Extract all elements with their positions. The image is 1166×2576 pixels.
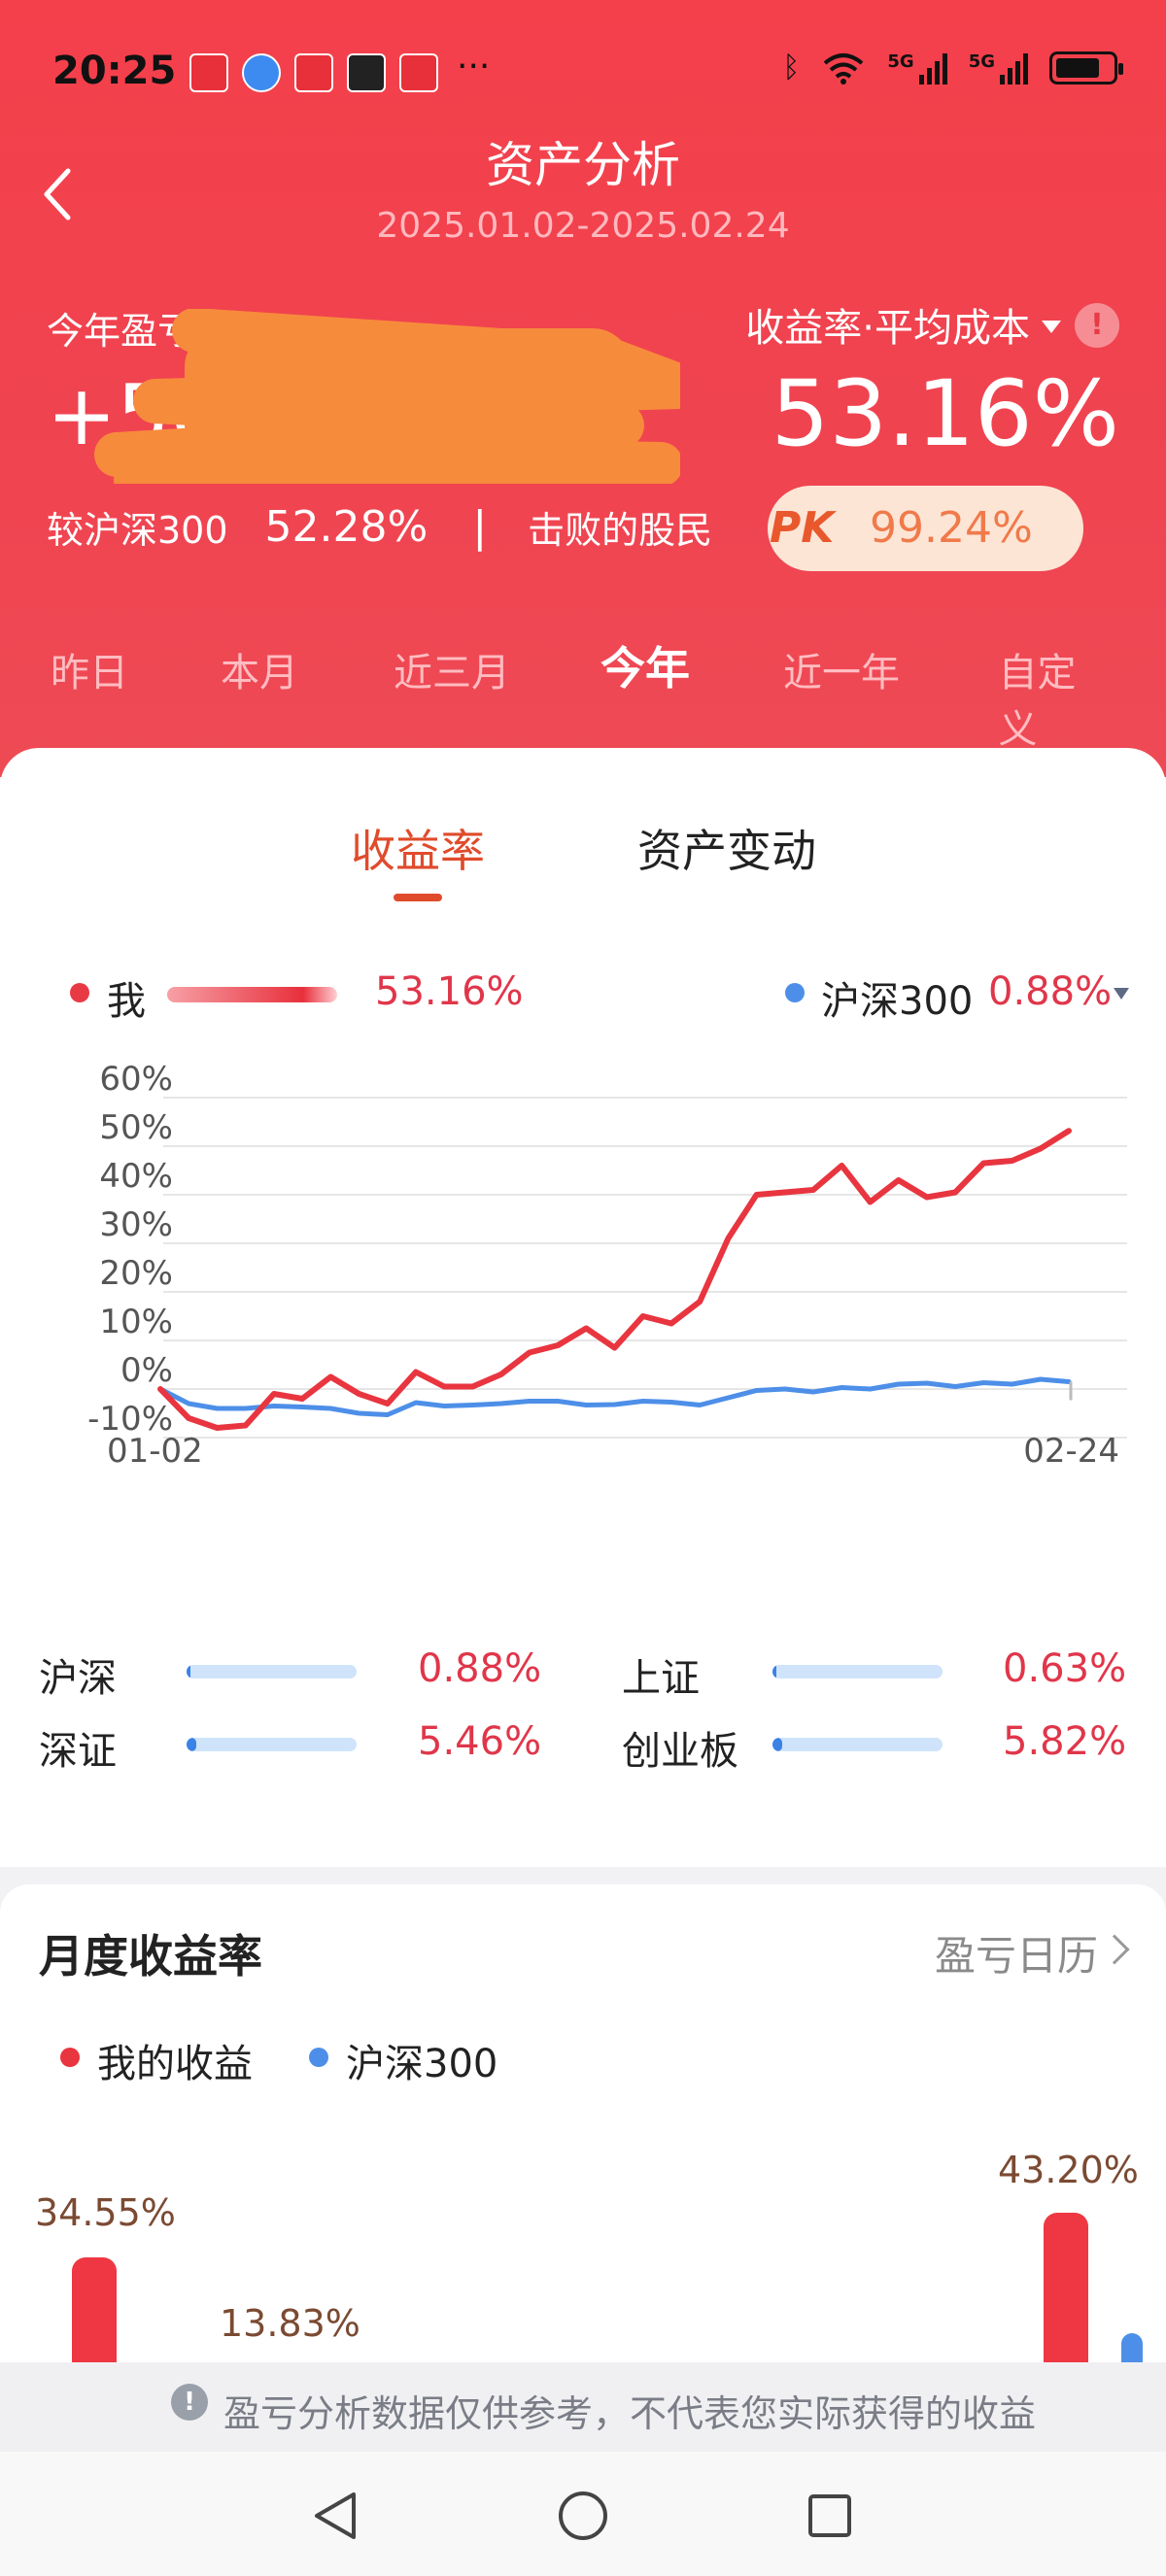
monthly-title: 月度收益率 (39, 1930, 262, 1983)
app-notification-icon (189, 53, 228, 92)
vs-index-label: 较沪深300 (47, 509, 228, 552)
beat-percentile-value: 99.24% (870, 503, 1033, 553)
info-icon: ! (171, 2384, 208, 2421)
back-arrow-icon[interactable] (39, 165, 78, 223)
battery-icon (1049, 51, 1123, 85)
index-label-sh: 上证 (622, 1656, 700, 1701)
return-rate-value: 53.16% (771, 361, 1119, 467)
nav-home-icon[interactable] (554, 2487, 612, 2545)
signal-icon: 5G (887, 51, 947, 85)
range-tab-one-year[interactable]: 近一年 (783, 651, 900, 695)
monthly-bar[interactable] (1044, 2213, 1088, 2370)
pk-badge-icon: PK (770, 503, 835, 553)
monthly-return-card: 月度收益率 盈亏日历 我的收益 沪深300 34.55% 13.83% 43.2… (0, 1884, 1166, 2370)
legend-me-label: 我 (107, 979, 146, 1024)
legend-index-label[interactable]: 沪深300 (821, 979, 974, 1024)
info-icon[interactable]: ! (1075, 303, 1119, 348)
index-bar-fill (772, 1738, 783, 1751)
nav-back-icon[interactable] (307, 2487, 365, 2545)
y-tick-label: 20% (99, 1254, 173, 1293)
system-nav-bar (0, 2452, 1166, 2576)
pnl-calendar-link[interactable]: 盈亏日历 (934, 1932, 1098, 1980)
range-tab-this-month[interactable]: 本月 (221, 651, 298, 695)
tab-asset-change[interactable]: 资产变动 (637, 825, 816, 877)
index-value-sz: 5.46% (418, 1719, 542, 1764)
chevron-right-icon[interactable] (1099, 1934, 1130, 1965)
date-range: 2025.01.02-2025.02.24 (376, 206, 790, 246)
vs-index-value: 52.28% (264, 502, 429, 552)
range-tab-custom[interactable]: 自定义 (998, 651, 1077, 752)
more-notifications-icon: ··· (457, 47, 491, 86)
legend-my-return: 我的收益 (97, 2042, 253, 2086)
index-select-arrow-icon[interactable] (1114, 988, 1129, 1000)
y-tick-label: 60% (99, 1060, 173, 1099)
legend-index-dot (309, 2048, 328, 2067)
legend-index-value[interactable]: 0.88% (988, 969, 1113, 1014)
separator: | (472, 502, 488, 552)
x-tick-label: 02-24 (1023, 1432, 1119, 1467)
index-label-cyb: 创业板 (622, 1729, 738, 1774)
status-bar: 20:25 ··· ᛒ 5G 5G (0, 0, 1166, 146)
signal-icon: 5G (969, 51, 1028, 85)
wifi-icon (824, 52, 864, 85)
legend-me-bar (167, 987, 337, 1002)
y-tick-label: 30% (99, 1205, 173, 1244)
index-bar-hs (187, 1665, 357, 1678)
series-line-me (157, 1128, 1072, 1431)
dropdown-arrow-icon[interactable] (1042, 321, 1061, 333)
nav-recents-icon[interactable] (801, 2487, 859, 2545)
monthly-index-bar[interactable] (1121, 2333, 1143, 2370)
index-bar-sz (187, 1738, 357, 1751)
tab-return-rate[interactable]: 收益率 (351, 825, 485, 877)
index-bar-cyb (772, 1738, 943, 1751)
return-line-chart[interactable]: 60% 50% 40% 30% 20% 10% 0% -10% 01-02 02-24 (0, 1059, 1166, 1467)
legend-my-return-dot (60, 2048, 80, 2067)
app-notification-icon (347, 53, 386, 92)
app-notification-icon (294, 53, 333, 92)
legend-index-dot (785, 983, 805, 1002)
range-tab-this-year[interactable]: 今年 (600, 642, 690, 695)
series-line-index (157, 1376, 1072, 1417)
legend-me-dot (70, 983, 89, 1002)
index-value-hs: 0.88% (418, 1646, 542, 1691)
index-value-cyb: 5.82% (1003, 1719, 1127, 1764)
bar-label: 34.55% (35, 2191, 176, 2234)
return-chart-card: 收益率 资产变动 我 53.16% 沪深300 0.88% 60% 50% 40% 3… (0, 748, 1166, 1867)
disclaimer-text: 盈亏分析数据仅供参考，不代表您实际获得的收益 (223, 2392, 1037, 2435)
bar-label: 13.83% (220, 2302, 360, 2345)
return-rate-method-select[interactable]: 收益率·平均成本 (745, 306, 1030, 351)
index-label-hs: 沪深 (39, 1656, 117, 1701)
status-time: 20:25 (52, 49, 177, 93)
index-value-sh: 0.63% (1003, 1646, 1127, 1691)
index-bar-fill (772, 1665, 776, 1678)
bar-label: 43.20% (998, 2149, 1139, 2191)
y-tick-label: 0% (120, 1351, 173, 1390)
monthly-bar[interactable] (72, 2257, 117, 2370)
y-tick-label: 50% (99, 1108, 173, 1147)
redaction-scribble (94, 309, 680, 484)
benchmark-compare: 较沪深300 52.28% | 击败的股民 (47, 500, 712, 554)
index-bar-fill (187, 1665, 190, 1678)
y-tick-label: -10% (87, 1400, 173, 1439)
index-bar-sh (772, 1665, 943, 1678)
bluetooth-icon: ᛒ (782, 51, 801, 85)
app-notification-icon (399, 53, 438, 92)
return-line-chart-svg: 60% 50% 40% 30% 20% 10% 0% -10%01-02 02-24 (87, 1060, 1127, 1467)
disclaimer-bar: ! 盈亏分析数据仅供参考，不代表您实际获得的收益 (0, 2362, 1166, 2452)
legend-index: 沪深300 (346, 2042, 498, 2086)
y-tick-label: 10% (99, 1303, 173, 1341)
range-tab-three-months[interactable]: 近三月 (394, 651, 510, 695)
active-tab-indicator (394, 894, 442, 901)
beat-investors-label: 击败的股民 (528, 509, 713, 552)
range-tab-yesterday[interactable]: 昨日 (51, 651, 128, 695)
legend-me-value: 53.16% (375, 969, 524, 1014)
index-bar-fill (187, 1738, 196, 1751)
app-notification-icon (242, 53, 281, 92)
beat-percentile-pill[interactable] (768, 486, 1083, 571)
index-label-sz: 深证 (39, 1729, 117, 1774)
page-title: 资产分析 (486, 137, 680, 193)
notification-icons (189, 53, 438, 92)
x-tick-label: 01-02 (107, 1432, 203, 1467)
y-tick-label: 40% (99, 1157, 173, 1196)
